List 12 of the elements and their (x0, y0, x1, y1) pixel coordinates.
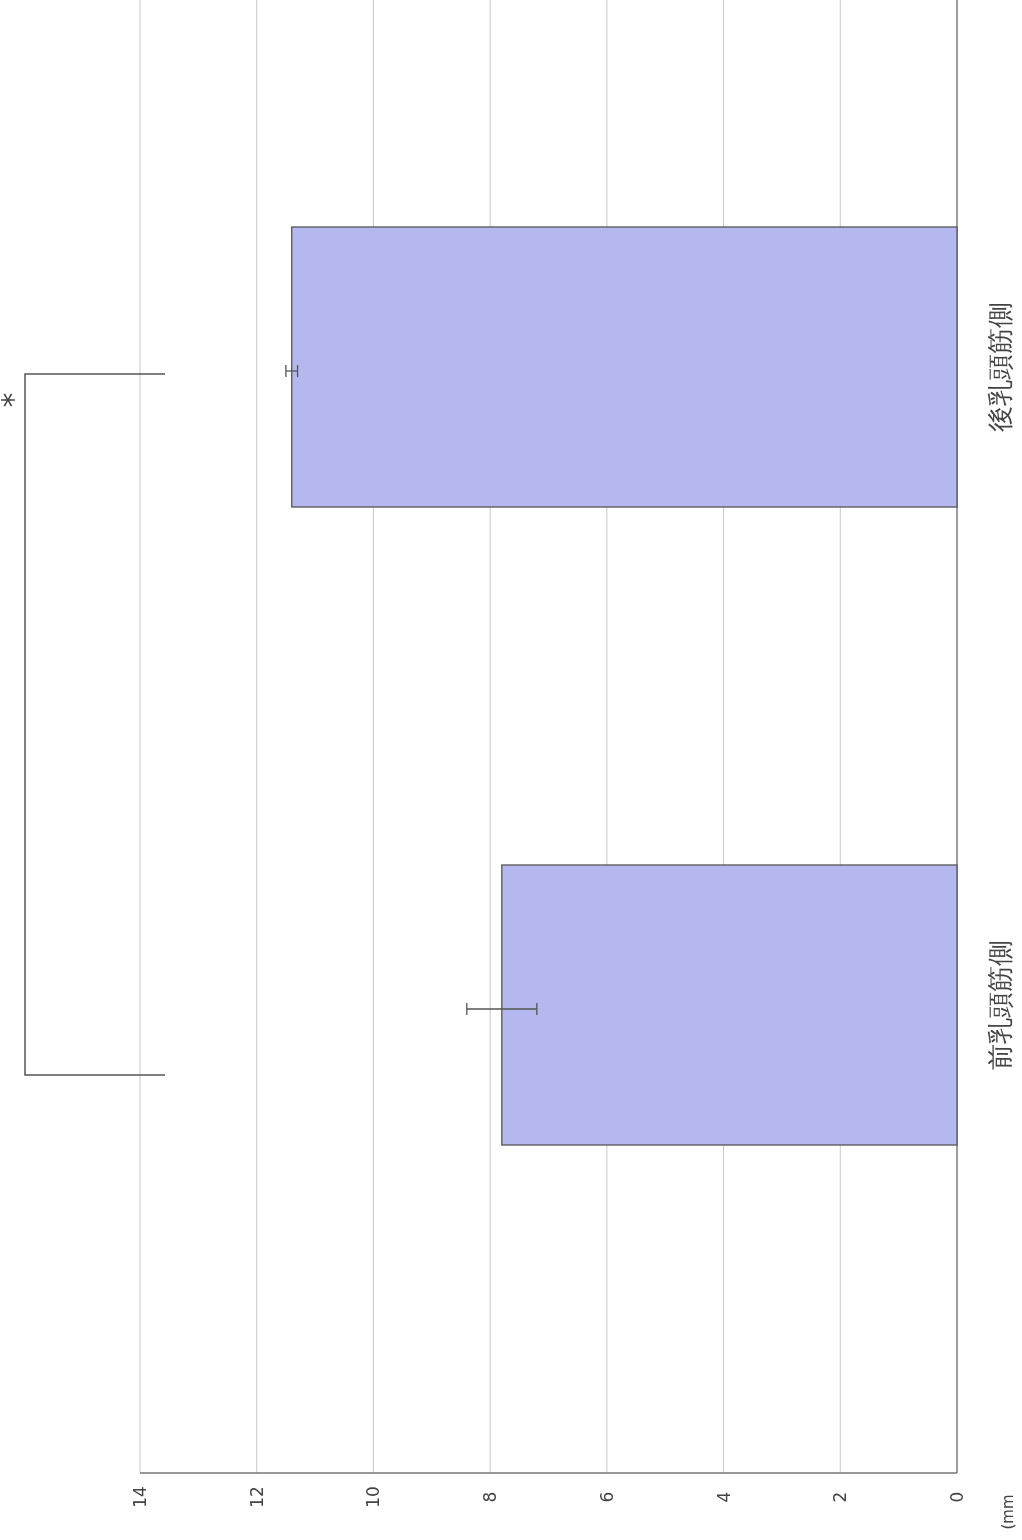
x-tick-label: 10 (363, 1486, 384, 1508)
text: * (0, 392, 30, 408)
x-tick-label: 14 (130, 1486, 150, 1508)
y-tick-label: 前乳頭筋側 (985, 940, 1015, 1070)
x-tick-label: 6 (596, 1491, 617, 1503)
x-tick-label: 8 (480, 1491, 501, 1503)
text: (mm (999, 1494, 1017, 1530)
x-tick-label: 0 (947, 1491, 967, 1503)
y-tick-label: 後乳頭筋側 (985, 302, 1015, 432)
x-tick-label: 4 (713, 1491, 734, 1503)
x-tick-label: 12 (246, 1486, 267, 1508)
x-tick-label: 2 (830, 1491, 851, 1503)
